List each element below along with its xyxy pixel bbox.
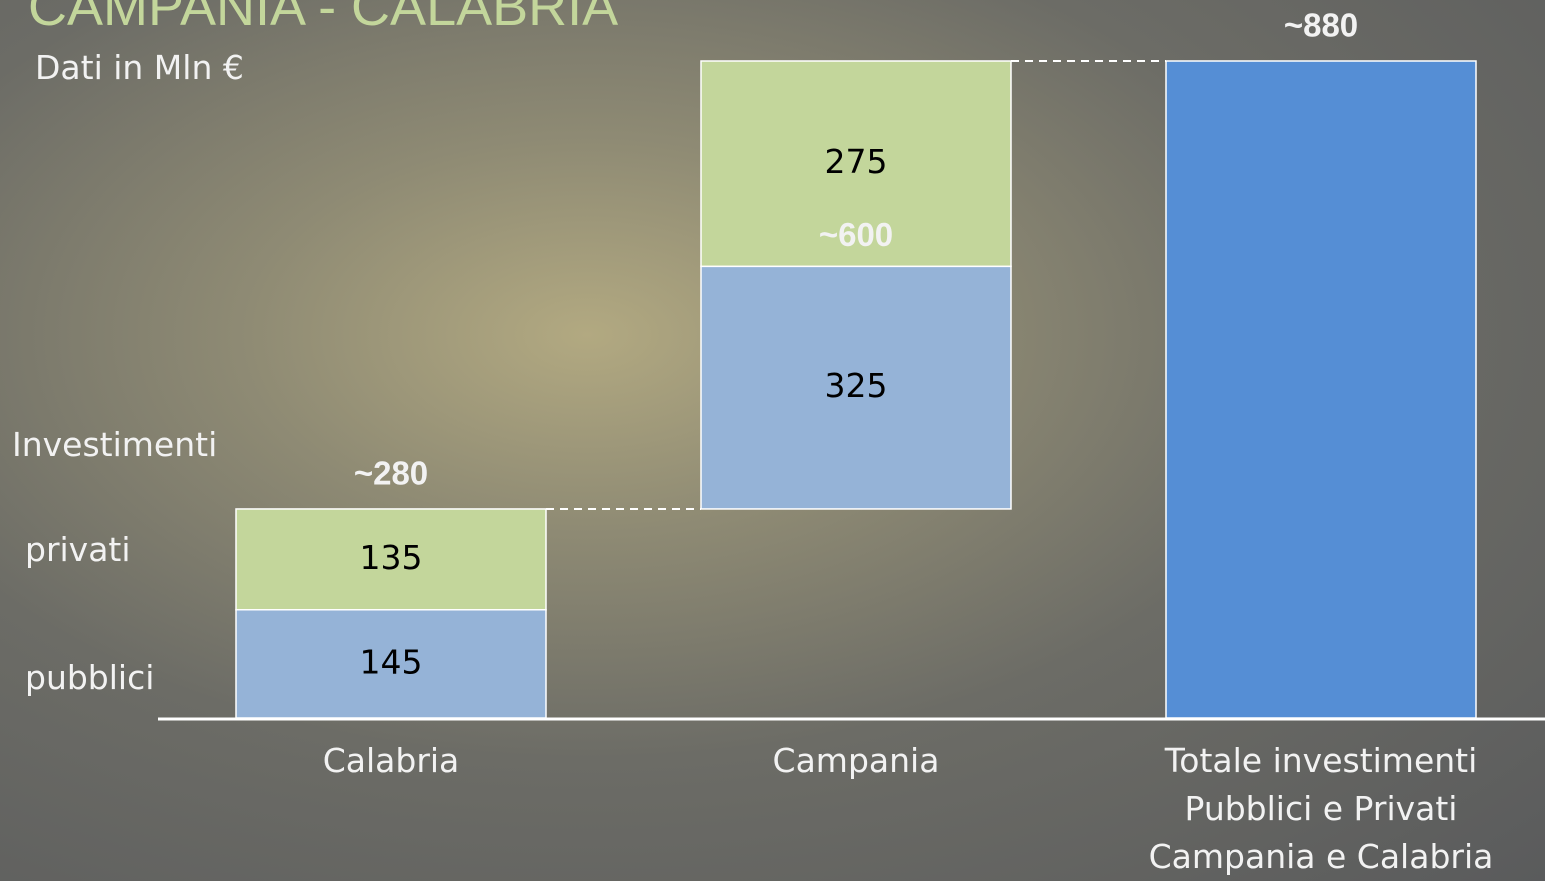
- value-label: 145: [360, 642, 423, 681]
- total-label: ~880: [1284, 7, 1358, 44]
- legend-label: privati: [25, 526, 131, 574]
- x-tick-label: Calabria: [191, 737, 591, 785]
- total-label: ~280: [354, 455, 428, 492]
- legend-label: pubblici: [25, 654, 154, 702]
- value-label: 275: [825, 142, 888, 181]
- x-tick-label: Totale investimenti Pubblici e Privati C…: [1121, 737, 1521, 881]
- x-tick-label: Campania: [656, 737, 1056, 785]
- total-label: ~600: [819, 216, 893, 253]
- total-bar: [1166, 61, 1476, 718]
- value-label: 325: [825, 366, 888, 405]
- slide: CAMPANIA - CALABRIA Dati in Mln € Invest…: [0, 0, 1545, 881]
- value-label: 135: [360, 538, 423, 577]
